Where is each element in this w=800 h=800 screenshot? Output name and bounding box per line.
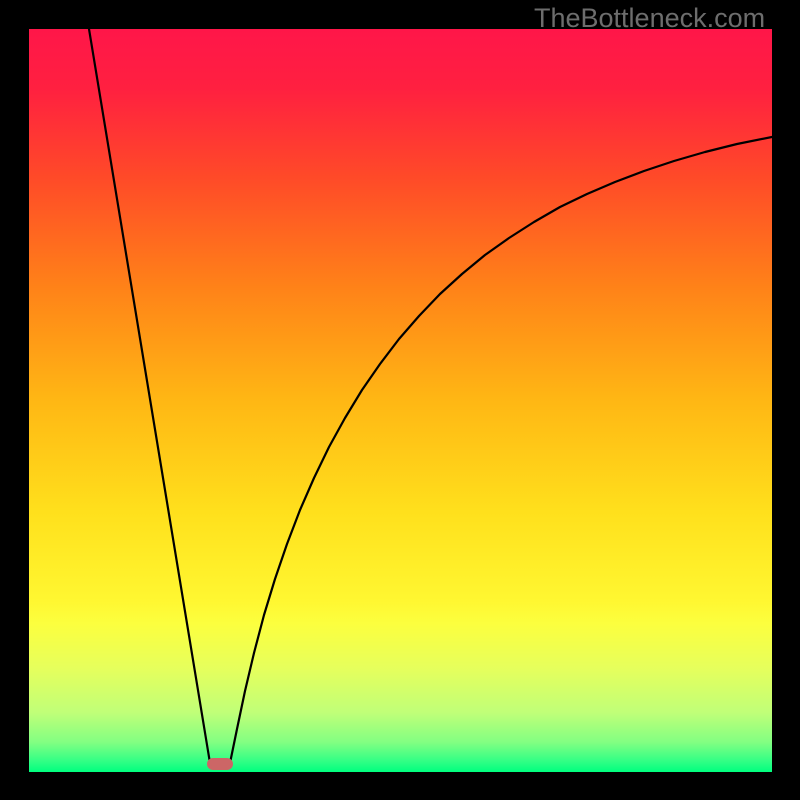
- bottleneck-curve: [29, 29, 772, 772]
- chart-canvas: TheBottleneck.com: [0, 0, 800, 800]
- plot-area: [29, 29, 772, 772]
- optimal-point-marker: [207, 758, 233, 770]
- watermark-text: TheBottleneck.com: [534, 3, 765, 34]
